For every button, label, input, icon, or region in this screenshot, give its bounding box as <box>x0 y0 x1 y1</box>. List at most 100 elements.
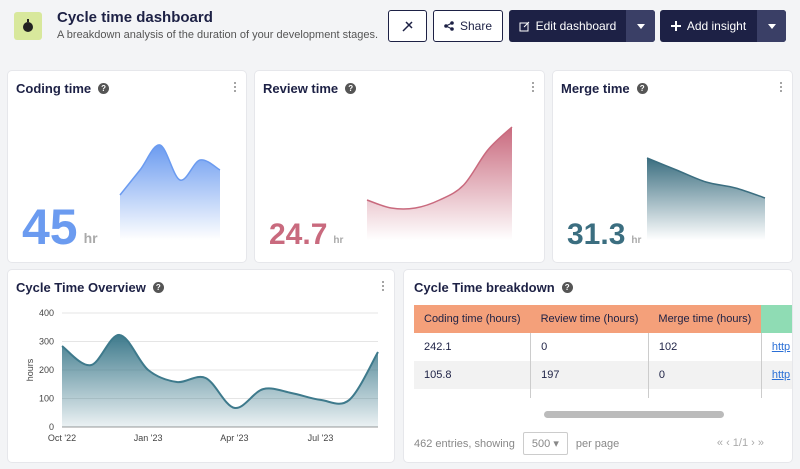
icon <box>670 21 681 31</box>
help-icon[interactable]: ? <box>561 282 573 293</box>
y-tick-label: 300 <box>39 337 54 347</box>
table-cell: 0 <box>530 333 649 361</box>
metric-card: Coding time? 45 hr <box>8 71 246 262</box>
column-header: Merge time (hours) <box>648 305 762 333</box>
metric-unit: hr <box>333 235 343 246</box>
table-cell: 140 <box>414 389 532 398</box>
metric-card: Merge time? 31.3 hr <box>553 71 792 262</box>
page-nav: « ‹ 1/1 › » <box>716 437 764 449</box>
breakdown-table: Coding time (hours) Review time (hours) Me… <box>414 305 792 398</box>
y-tick-label: 100 <box>39 394 54 404</box>
card-title: Coding time <box>16 81 92 96</box>
table-row: 140940http <box>414 389 792 398</box>
table-cell: 0 <box>648 361 762 389</box>
dropdown-toggle[interactable] <box>757 10 786 42</box>
column-header: Coding time (hours) <box>414 305 531 333</box>
page-indicator: 1/1 <box>732 437 749 449</box>
menu-icon[interactable] <box>234 82 237 94</box>
trend-area <box>367 127 512 240</box>
icon <box>636 23 645 29</box>
trend-line <box>366 126 513 210</box>
table-cell: 0 <box>648 389 762 398</box>
y-tick-label: 400 <box>39 308 54 318</box>
help-icon[interactable]: ? <box>345 83 357 94</box>
entries-label: 462 entries, showing <box>414 437 515 450</box>
column-header <box>761 305 792 333</box>
trend-area <box>120 144 220 240</box>
icon <box>519 21 529 31</box>
table-cell: 105.8 <box>414 361 532 389</box>
button-label: Add insight <box>686 19 747 33</box>
page-title: Cycle time dashboard <box>57 9 213 26</box>
metric-value: 31.3 <box>567 218 625 251</box>
x-tick-label: Jul '23 <box>308 433 334 443</box>
menu-icon[interactable] <box>382 281 385 293</box>
metric-unit: hr <box>631 235 641 246</box>
card-header: Review time? <box>263 81 357 96</box>
help-icon[interactable]: ? <box>636 83 648 94</box>
icon <box>767 23 776 29</box>
line <box>61 333 379 409</box>
table-row: 242.1 0 102 http <box>414 333 792 361</box>
button-label: Edit dashboard <box>535 19 617 33</box>
table-cell: 242.1 <box>414 333 532 361</box>
x-tick-label: Apr '23 <box>220 433 248 443</box>
sparkline: 45 hr <box>22 144 221 255</box>
icon <box>444 21 454 31</box>
card-header: Cycle Time breakdown? <box>414 280 573 295</box>
trend-line <box>646 157 766 199</box>
menu-icon[interactable] <box>780 82 783 94</box>
overview-card: Cycle Time Overview? 0 100 200 300 400 hours O… <box>8 270 394 462</box>
help-icon[interactable]: ? <box>152 282 164 293</box>
help-icon[interactable]: ? <box>98 83 110 94</box>
table-viewport: Coding time (hours) Review time (hours) Me… <box>414 305 792 398</box>
y-tick-label: 0 <box>49 422 54 432</box>
trend-area <box>647 158 765 240</box>
chart: 0 100 200 300 400 hours Oct '22 Jan '23 Apr '23 J… <box>25 308 379 443</box>
icon <box>23 19 33 32</box>
icon <box>401 21 413 32</box>
table-cell: 94 <box>530 389 649 398</box>
y-tick-label: 200 <box>39 365 54 375</box>
menu-icon[interactable] <box>532 82 535 94</box>
metric-card: Review time? 24.7 hr <box>255 71 544 262</box>
sparkline: 31.3 hr <box>567 157 766 251</box>
link-cell[interactable]: http <box>761 389 792 398</box>
metric-unit: hr <box>84 230 99 246</box>
link-cell[interactable]: http <box>771 341 791 353</box>
header-row: Coding time (hours) Review time (hours) Me… <box>414 305 792 333</box>
pin-button[interactable] <box>388 10 427 42</box>
card-title: Cycle Time Overview <box>16 280 146 295</box>
scrollbar[interactable] <box>544 411 724 418</box>
trend-line <box>119 144 221 196</box>
area <box>62 334 378 427</box>
page-subtitle: A breakdown analysis of the duration of … <box>57 29 379 41</box>
link-cell[interactable]: http <box>761 361 792 389</box>
button-label: Share <box>459 19 493 33</box>
card-title: Review time <box>263 81 339 96</box>
x-tick-label: Jan '23 <box>134 433 163 443</box>
page-size: 500 <box>531 438 551 450</box>
metric-value: 45 <box>22 199 78 255</box>
card-header: Merge time? <box>561 81 648 96</box>
table-cell: 197 <box>530 361 649 389</box>
table-cell: 102 <box>648 333 762 361</box>
dropdown-toggle[interactable] <box>626 10 655 42</box>
column-header: Review time (hours) <box>530 305 649 333</box>
card-header: Cycle Time Overview? <box>16 280 164 295</box>
edit-dashboard-button[interactable]: Edit dashboard <box>509 10 655 42</box>
per-page-label: per page <box>575 437 620 450</box>
card-title: Merge time <box>561 81 630 96</box>
card-header: Coding time? <box>16 81 110 96</box>
share-button[interactable]: Share <box>433 10 503 42</box>
breakdown-card: Cycle Time breakdown? Coding time (hours… <box>404 270 792 462</box>
x-tick-label: Oct '22 <box>48 433 76 443</box>
y-axis-label: hours <box>25 358 35 381</box>
add-insight-button[interactable]: Add insight <box>660 10 786 42</box>
sparkline: 24.7 hr <box>269 126 513 251</box>
dashboard-icon <box>14 12 42 40</box>
page-size-select[interactable]: 500 ▾ <box>522 432 568 455</box>
table-row: 105.8 197 0 http <box>414 361 792 389</box>
pagination: 462 entries, showing 500 ▾ per page <box>414 432 619 455</box>
